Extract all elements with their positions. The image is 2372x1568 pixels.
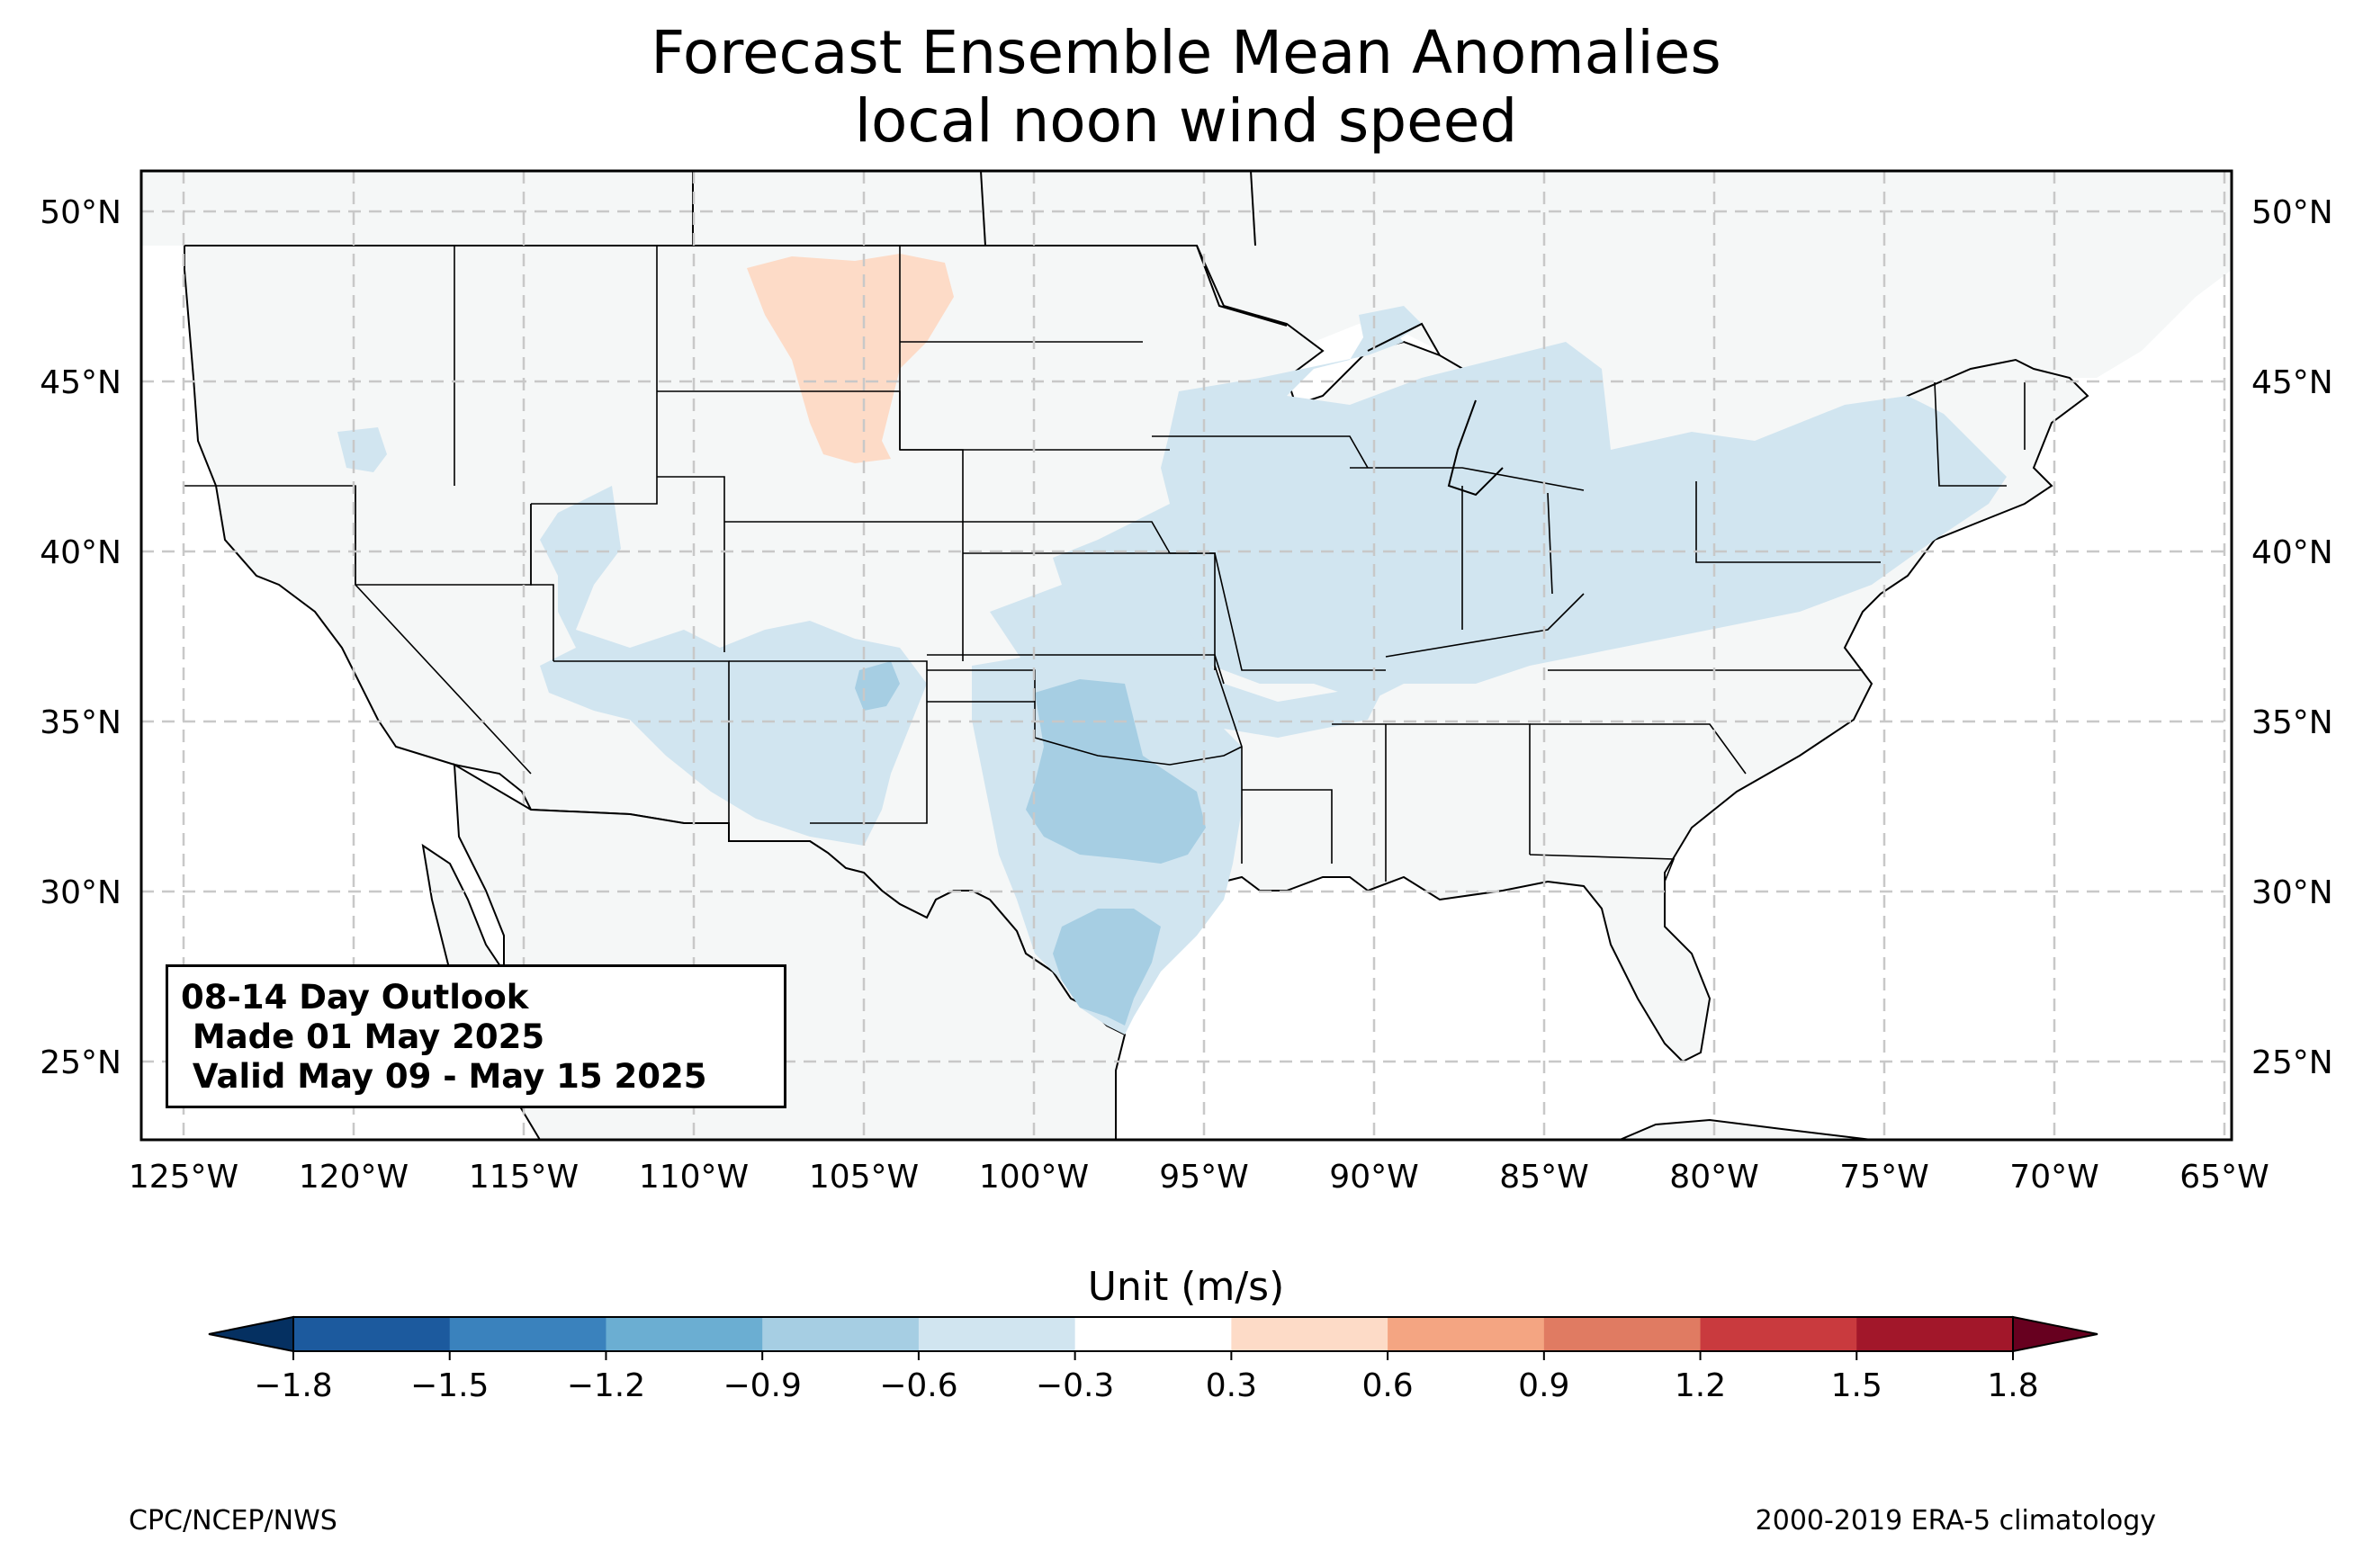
lon-label-110w: 110°W [639, 1159, 749, 1196]
colorbar-segment [1856, 1317, 2014, 1351]
lon-label-85w: 85°W [1499, 1159, 1588, 1196]
colorbar-tick-label: −1.5 [410, 1367, 489, 1404]
anomaly-core-new-mexico [855, 661, 900, 711]
anomaly-shading [337, 254, 2007, 1035]
canada-land [141, 171, 2232, 490]
anomaly-central-plains [990, 576, 1386, 747]
lat-label-25n-left: 25°N [40, 1044, 121, 1081]
outlook-valid-range: Valid May 09 - May 15 2025 [181, 1057, 707, 1096]
lat-label-40n-right: 40°N [2251, 534, 2333, 571]
cuba-land [1619, 1118, 1873, 1140]
colorbar-segment [918, 1317, 1076, 1351]
lat-tick-labels-right: 50°N 45°N 40°N 35°N 30°N 25°N [2251, 194, 2333, 1081]
lon-label-115w: 115°W [469, 1159, 579, 1196]
colorbar-segment [1543, 1317, 1702, 1351]
lon-label-95w: 95°W [1159, 1159, 1248, 1196]
lon-label-90w: 90°W [1329, 1159, 1418, 1196]
anomaly-patch-great-lakes [1359, 306, 1422, 342]
colorbar-unit-label: Unit (m/s) [1087, 1264, 1285, 1310]
lat-label-35n-right: 35°N [2251, 704, 2333, 741]
lat-label-50n-left: 50°N [40, 194, 121, 231]
colorbar-tick-label: −0.9 [723, 1367, 801, 1404]
anomaly-core-oklahoma [1026, 679, 1206, 864]
lat-label-50n-right: 50°N [2251, 194, 2333, 231]
outlook-period: 08-14 Day Outlook [181, 978, 529, 1017]
colorbar-segment [1388, 1317, 1545, 1351]
colorbar-tick-label: 1.2 [1675, 1367, 1726, 1404]
colorbar-tick-label: −0.6 [879, 1367, 957, 1404]
colorbar-frame [292, 1316, 2014, 1352]
anomaly-southwest [540, 486, 927, 846]
lat-tick-labels-left: 50°N 45°N 40°N 35°N 30°N 25°N [40, 194, 121, 1081]
lat-label-30n-right: 30°N [2251, 874, 2333, 911]
lat-label-30n-left: 30°N [40, 874, 121, 911]
anomaly-midwest-northeast [1053, 315, 2007, 702]
outlook-info-box: 08-14 Day Outlook Made 01 May 2025 Valid… [166, 964, 786, 1108]
colorbar-tick-label: 1.5 [1831, 1367, 1882, 1404]
anomaly-core-south-texas [1053, 909, 1161, 1026]
colorbar-segment [606, 1317, 763, 1351]
lon-tick-labels: 125°W 120°W 115°W 110°W 105°W 100°W 95°W… [129, 1159, 2269, 1196]
colorbar-tick-label: 0.6 [1361, 1367, 1413, 1404]
lon-label-80w: 80°W [1669, 1159, 1758, 1196]
map-subtitle: local noon wind speed [854, 86, 1518, 156]
colorbar-tick-label: 0.3 [1206, 1367, 1257, 1404]
colorbar-segment [1074, 1317, 1232, 1351]
colorbar-segment [762, 1317, 920, 1351]
lat-label-45n-left: 45°N [40, 364, 121, 401]
map-title: Forecast Ensemble Mean Anomalies [651, 18, 1721, 87]
lon-label-75w: 75°W [1839, 1159, 1928, 1196]
lat-label-35n-left: 35°N [40, 704, 121, 741]
map-frame [139, 169, 2233, 1142]
lat-label-45n-right: 45°N [2251, 364, 2333, 401]
lon-label-65w: 65°W [2179, 1159, 2269, 1196]
lat-label-40n-left: 40°N [40, 534, 121, 571]
colorbar-segment [1231, 1317, 1388, 1351]
colorbar-tick-label: 1.8 [1987, 1367, 2038, 1404]
colorbar-tick-label: 0.9 [1518, 1367, 1569, 1404]
outlook-made-date: Made 01 May 2025 [181, 1017, 545, 1056]
lat-label-25n-right: 25°N [2251, 1044, 2333, 1081]
lon-label-105w: 105°W [809, 1159, 919, 1196]
credit-source: CPC/NCEP/NWS [129, 1505, 337, 1537]
colorbar-tick-label: −1.8 [254, 1367, 332, 1404]
colorbar-segment [449, 1317, 606, 1351]
colorbar-over-arrow [2012, 1315, 2098, 1353]
lon-label-125w: 125°W [129, 1159, 238, 1196]
colorbar: −1.8 −1.5 −1.2 −0.9 −0.6 −0.3 0.3 0.6 0.9 1.2 1.5 1… [208, 1315, 2098, 1404]
lon-label-70w: 70°W [2009, 1159, 2098, 1196]
lon-label-120w: 120°W [299, 1159, 409, 1196]
colorbar-tick-label: −1.2 [567, 1367, 645, 1404]
colorbar-tick-label: −0.3 [1036, 1367, 1114, 1404]
anomaly-patch-oregon [337, 427, 387, 472]
credit-climatology: 2000-2019 ERA-5 climatology [1755, 1505, 2156, 1537]
anomaly-positive-northern-plains [747, 254, 954, 463]
lon-label-100w: 100°W [979, 1159, 1089, 1196]
colorbar-segment [293, 1317, 451, 1351]
colorbar-segment [1700, 1317, 1857, 1351]
colorbar-under-arrow [208, 1315, 294, 1353]
